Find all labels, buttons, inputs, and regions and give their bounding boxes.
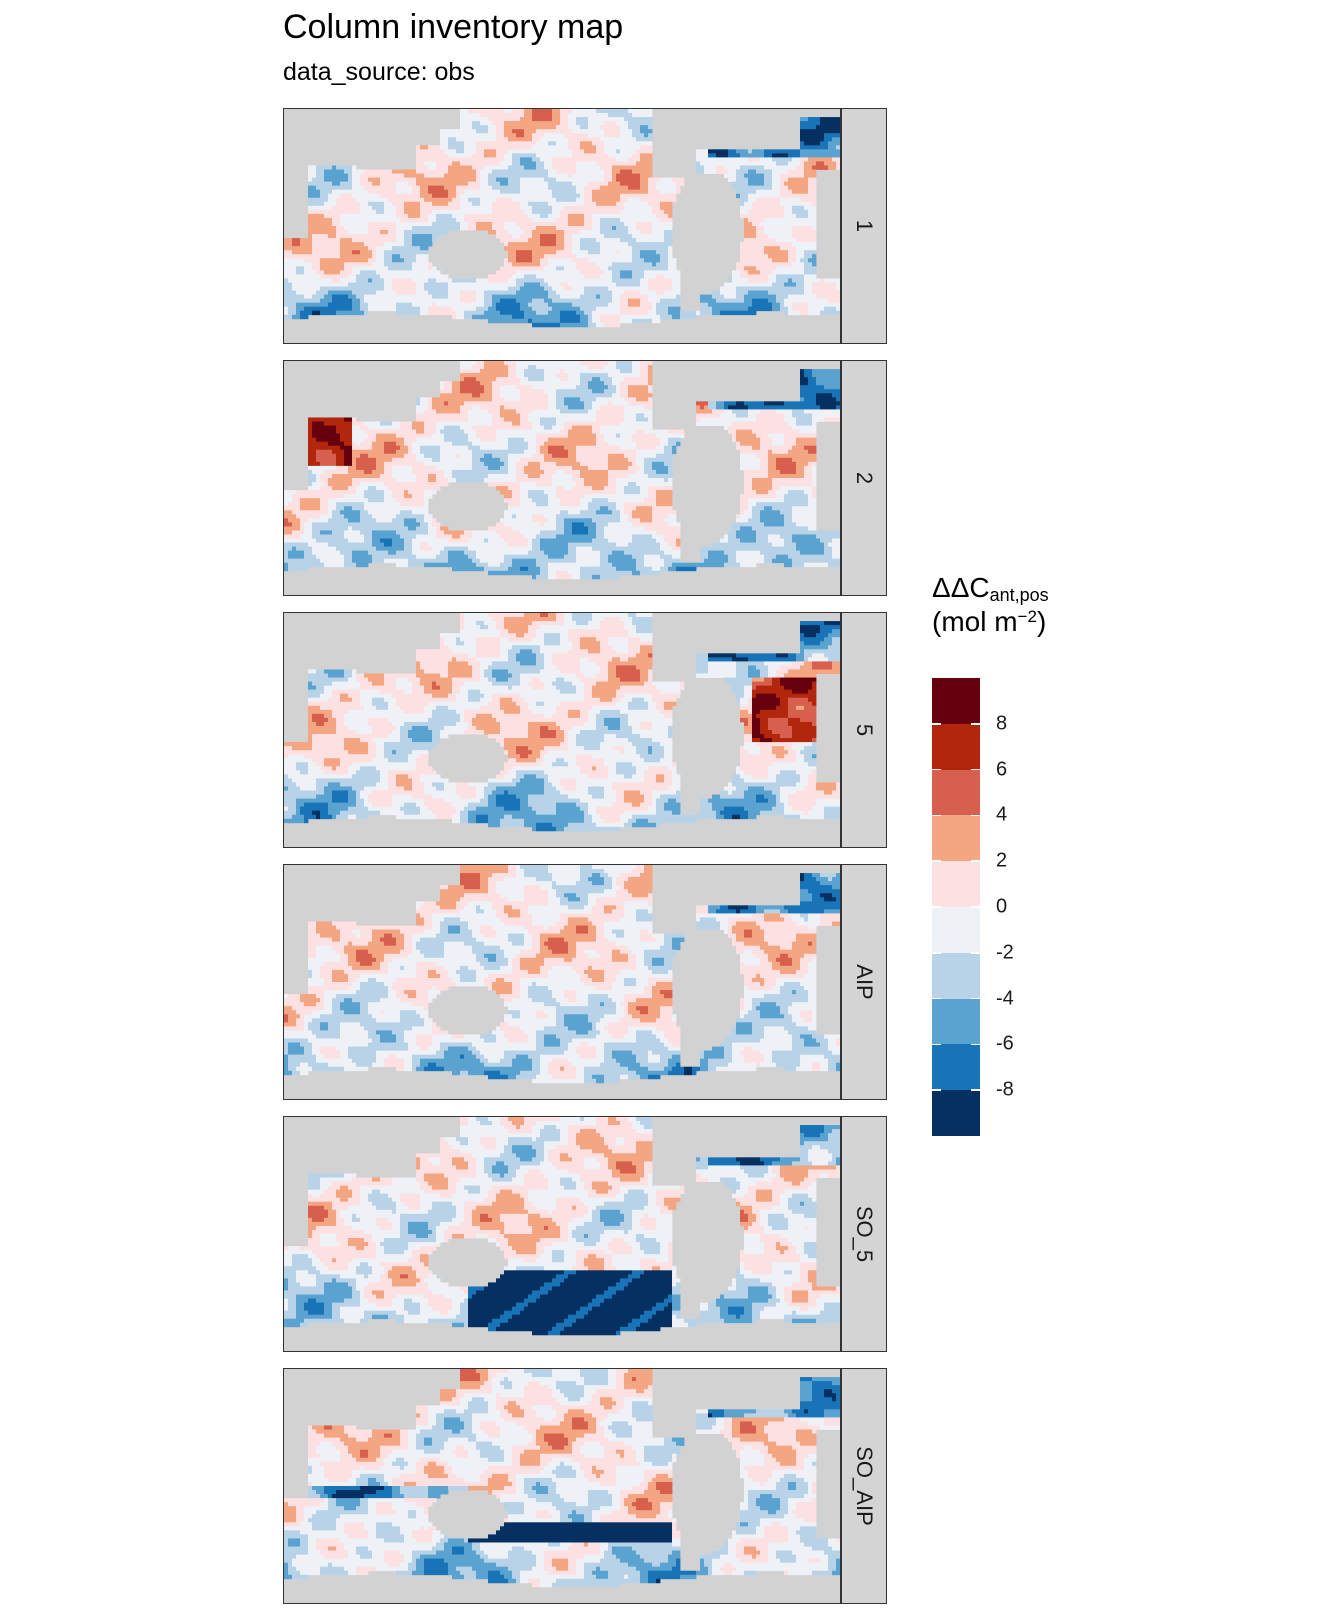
facet-panel: 5 [283,612,887,848]
legend-unit-open: (mol m [932,606,1018,637]
legend-unit-sup: −2 [1018,607,1037,626]
legend-title-main: ΔΔC [932,572,990,603]
column-inventory-heatmap [284,361,840,595]
legend-tick [932,997,941,1000]
legend-tick [932,952,941,954]
legend-swatch [932,952,980,999]
column-inventory-heatmap [284,865,840,1099]
legend-tick [971,906,980,908]
legend-tick [932,906,941,908]
facet-label: SO_AIP [851,1446,877,1525]
legend-tick [932,723,941,725]
legend-tick [971,1089,980,1091]
facet-map [283,360,841,596]
legend-swatch [932,861,980,907]
facet-map [283,612,841,848]
legend-tick-label: -8 [996,1079,1014,1102]
column-inventory-heatmap [284,109,840,343]
legend-swatch [932,1044,980,1091]
legend-title-sub: ant,pos [990,585,1049,605]
legend-tick-label: 0 [996,896,1007,919]
legend-unit-close: ) [1037,606,1046,637]
facet-map [283,1368,841,1604]
facet-label: 5 [851,724,877,736]
facet-strip: AIP [841,864,887,1100]
legend-tick-label: -2 [996,941,1014,964]
legend-tick-label: 2 [996,850,1007,873]
legend-swatch [932,769,980,816]
legend-tick-label: -6 [996,1033,1014,1056]
legend-tick [971,997,980,1000]
legend-tick-label: 8 [996,712,1007,735]
legend-colorbar [932,678,980,1136]
legend-swatch [932,1090,980,1136]
legend-tick-label: 4 [996,804,1007,827]
column-inventory-heatmap [284,613,840,847]
facet-map [283,108,841,344]
facet-label: SO_5 [851,1206,877,1262]
legend-tick [932,1043,941,1046]
legend-tick-label: 6 [996,758,1007,781]
legend-tick-label: -4 [996,987,1014,1010]
facet-panel: 1 [283,108,887,344]
legend-tick [971,814,980,817]
facet-panel: SO_AIP [283,1368,887,1604]
legend-tick [932,768,941,771]
facet-panel: AIP [283,864,887,1100]
legend-tick [932,860,941,862]
legend-tick [971,1043,980,1046]
legend-tick [971,768,980,771]
legend-swatch [932,723,980,770]
facet-label: 2 [851,472,877,484]
facet-strip: 1 [841,108,887,344]
legend-tick [971,723,980,725]
facet-label: AIP [851,964,877,999]
column-inventory-heatmap [284,1369,840,1603]
facet-map [283,864,841,1100]
legend-swatch [932,998,980,1045]
facet-strip: SO_5 [841,1116,887,1352]
legend-tick [932,814,941,817]
facet-map [283,1116,841,1352]
legend-title: ΔΔCant,pos (mol m−2) [932,572,1049,638]
facet-strip: SO_AIP [841,1368,887,1604]
chart-title: Column inventory map [283,8,623,47]
facet-panel: SO_5 [283,1116,887,1352]
legend-swatch [932,906,980,953]
facet-label: 1 [851,220,877,232]
facet-strip: 5 [841,612,887,848]
legend-swatch [932,678,980,724]
facet-panel: 2 [283,360,887,596]
column-inventory-heatmap [284,1117,840,1351]
facet-strip: 2 [841,360,887,596]
legend-swatch [932,815,980,862]
chart-subtitle: data_source: obs [283,58,475,87]
legend-tick [971,860,980,862]
legend-tick [932,1089,941,1091]
legend-tick [971,952,980,954]
